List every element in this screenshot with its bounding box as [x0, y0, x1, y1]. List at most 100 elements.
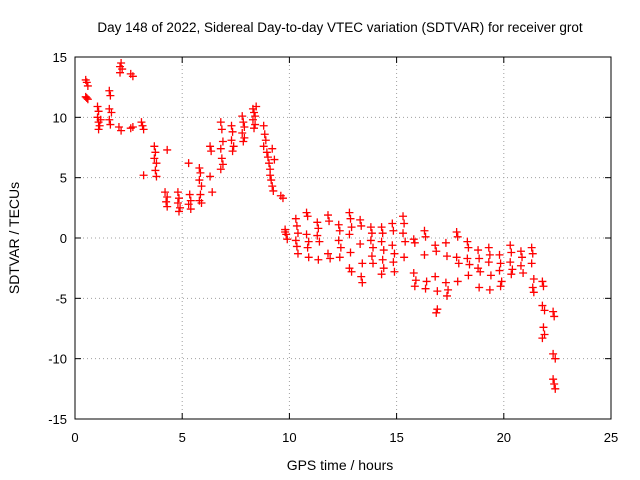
data-point	[227, 121, 236, 130]
data-point	[292, 242, 301, 251]
data-point	[315, 237, 324, 246]
data-point	[495, 250, 504, 259]
data-point	[528, 283, 537, 292]
data-point	[105, 86, 114, 95]
data-point	[452, 253, 461, 262]
data-point	[116, 68, 125, 77]
data-point	[506, 258, 515, 267]
data-point	[474, 264, 483, 273]
data-point	[150, 154, 159, 163]
data-point	[107, 108, 116, 117]
data-point	[410, 282, 419, 291]
data-point	[163, 202, 172, 211]
data-point	[442, 252, 451, 261]
data-point	[239, 137, 248, 146]
data-point	[454, 259, 463, 268]
data-point	[346, 248, 355, 257]
data-point	[539, 323, 548, 332]
data-point	[463, 254, 472, 263]
data-point	[377, 237, 386, 246]
data-point	[442, 291, 451, 300]
data-point	[334, 220, 343, 229]
data-point	[529, 275, 538, 284]
y-tick-label: 0	[60, 231, 67, 246]
data-point	[356, 240, 365, 249]
data-point	[516, 247, 525, 256]
data-point	[302, 230, 311, 239]
data-point	[94, 125, 103, 134]
data-point	[268, 182, 277, 191]
data-point	[366, 236, 375, 245]
data-point	[452, 227, 461, 236]
data-point	[152, 159, 161, 168]
data-point	[313, 218, 322, 227]
data-point	[409, 268, 418, 277]
data-point	[400, 219, 409, 228]
data-point	[389, 258, 398, 267]
data-point	[293, 229, 302, 238]
data-point	[139, 171, 148, 180]
data-point	[281, 227, 290, 236]
data-point	[184, 200, 193, 209]
data-point	[345, 264, 354, 273]
data-point	[367, 252, 376, 261]
y-tick-label: 15	[53, 50, 67, 65]
data-point	[474, 246, 483, 255]
data-point	[291, 236, 300, 245]
data-point	[252, 102, 261, 111]
data-point	[388, 219, 397, 228]
data-point	[369, 243, 378, 252]
data-point	[139, 125, 148, 134]
data-point	[82, 78, 91, 87]
data-point	[357, 272, 366, 281]
y-tick-label: -10	[48, 352, 67, 367]
y-axis-label: SDTVAR / TECUs	[6, 182, 22, 294]
data-point	[411, 276, 420, 285]
data-point	[390, 267, 399, 276]
data-point	[366, 223, 375, 232]
data-point	[138, 121, 147, 130]
data-point	[463, 237, 472, 246]
data-point	[304, 253, 313, 262]
data-point	[217, 154, 226, 163]
data-point	[539, 282, 548, 291]
data-point	[475, 254, 484, 263]
data-point	[369, 259, 378, 268]
data-point	[485, 250, 494, 259]
data-point	[83, 95, 92, 104]
data-point	[250, 108, 259, 117]
data-point	[433, 305, 442, 314]
data-point	[265, 159, 274, 168]
data-point	[399, 212, 408, 221]
data-point	[399, 229, 408, 238]
data-point	[227, 136, 236, 145]
data-point	[378, 229, 387, 238]
data-point	[176, 203, 185, 212]
data-point	[358, 278, 367, 287]
x-tick-label: 5	[179, 430, 186, 445]
y-tick-label: -5	[55, 291, 67, 306]
data-point	[335, 253, 344, 262]
data-point	[302, 208, 311, 217]
data-point	[432, 247, 441, 256]
data-point	[431, 272, 440, 281]
data-point	[508, 265, 517, 274]
data-point	[240, 133, 249, 142]
data-point	[357, 221, 366, 230]
data-point	[323, 211, 332, 220]
data-point	[292, 221, 301, 230]
data-point	[196, 168, 205, 177]
data-point	[218, 137, 227, 146]
data-point	[251, 120, 260, 129]
data-point	[185, 190, 194, 199]
data-point	[401, 237, 410, 246]
data-point	[422, 277, 431, 286]
data-point	[207, 147, 216, 156]
data-point	[128, 72, 137, 81]
data-point	[314, 255, 323, 264]
data-point	[184, 159, 193, 168]
data-point	[95, 121, 104, 130]
data-point	[507, 270, 516, 279]
data-point	[527, 259, 536, 268]
data-point	[251, 112, 260, 121]
